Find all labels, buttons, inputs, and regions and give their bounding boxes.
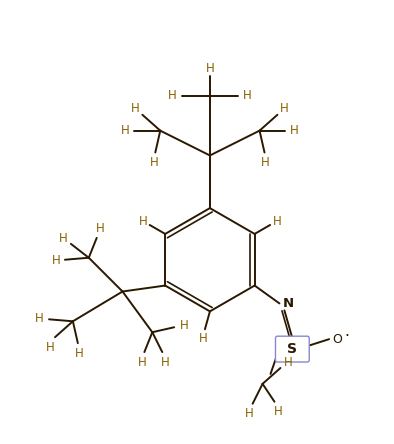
Text: H: H	[138, 214, 147, 227]
Text: H: H	[180, 319, 188, 332]
Text: H: H	[150, 156, 159, 169]
Text: H: H	[131, 102, 140, 115]
FancyBboxPatch shape	[275, 336, 309, 362]
Text: H: H	[138, 356, 147, 369]
Text: H: H	[59, 232, 67, 246]
Text: O: O	[332, 333, 342, 346]
Text: H: H	[273, 214, 281, 227]
Text: H: H	[199, 332, 207, 345]
Text: H: H	[290, 124, 299, 137]
Text: H: H	[280, 102, 289, 115]
Text: H: H	[74, 347, 83, 360]
Text: H: H	[121, 124, 130, 137]
Text: H: H	[206, 62, 214, 75]
Text: H: H	[35, 312, 43, 325]
Text: H: H	[168, 89, 177, 103]
Text: H: H	[161, 356, 169, 369]
Text: H: H	[46, 341, 54, 353]
Text: H: H	[284, 356, 293, 369]
Text: H: H	[243, 89, 252, 103]
Text: N: N	[283, 297, 294, 310]
Text: H: H	[96, 222, 105, 235]
Text: H: H	[261, 156, 270, 169]
Text: ·: ·	[344, 329, 349, 344]
Text: H: H	[52, 254, 60, 267]
Text: S: S	[287, 342, 297, 356]
Text: H: H	[274, 405, 283, 418]
Text: H: H	[245, 407, 254, 420]
